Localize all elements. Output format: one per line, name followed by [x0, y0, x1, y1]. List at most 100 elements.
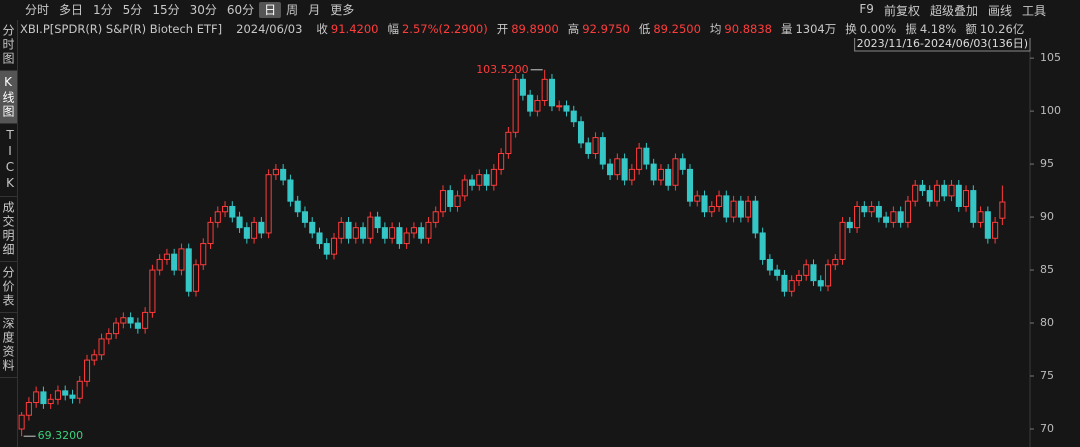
candle-body [977, 211, 984, 223]
candle-body [40, 391, 47, 405]
candle-body [69, 394, 76, 399]
candle-body [105, 333, 112, 340]
candle-body [447, 190, 454, 207]
candle-body [149, 269, 156, 313]
field-value: 4.18% [919, 22, 957, 36]
period-tab[interactable]: 周 [286, 3, 299, 17]
candle-body [98, 338, 105, 356]
side-tab[interactable]: 分价表 [0, 262, 17, 313]
candle-body [563, 105, 570, 112]
candle-body [410, 227, 417, 234]
tool-button[interactable]: 画线 [987, 3, 1012, 18]
y-tick-label: 95 [1040, 157, 1054, 170]
side-tab[interactable]: 分时图 [0, 20, 17, 71]
period-tab[interactable]: 更多 [330, 3, 355, 17]
candle-body [294, 200, 301, 213]
tool-button[interactable]: 超级叠加 [929, 3, 978, 18]
candle-body [861, 205, 868, 213]
candle-body [178, 248, 185, 271]
range-label: 2023/11/16-2024/06/03(136日) [857, 38, 1028, 50]
candle-body [519, 78, 526, 96]
period-tab[interactable]: 1分 [93, 3, 113, 17]
y-tick-label: 80 [1040, 316, 1054, 329]
candle-body [396, 227, 403, 245]
candle-body [214, 211, 221, 223]
tool-button[interactable]: 前复权 [883, 3, 920, 18]
candle-body [476, 174, 483, 186]
candle-body [418, 227, 425, 239]
candle-body [708, 205, 715, 213]
candle-body [963, 190, 970, 207]
candle-body [766, 258, 773, 271]
candle-body [999, 201, 1006, 219]
candle-body [469, 179, 476, 186]
toolbar: 分时 多日 1分 5分 15分 30分 60分日周月更多 F9 前复权 超级叠加 画线 工具 [0, 0, 1080, 20]
candle-body [425, 221, 432, 239]
candle-body [621, 158, 628, 181]
candle-body [25, 401, 32, 416]
candle-body [948, 184, 955, 197]
candle-body [498, 152, 505, 170]
tool-group: F9 前复权 超级叠加 画线 工具 [859, 2, 1046, 19]
candle-body [47, 398, 54, 405]
field-label: 均 [709, 22, 722, 36]
candle-body [679, 158, 686, 170]
y-tick-label: 100 [1040, 104, 1061, 117]
quote-header: XBI.P[SPDR(R) S&P(R) Biotech ETF] 2024/06… [0, 20, 1080, 38]
candle-body [323, 243, 330, 255]
candle-body [614, 158, 621, 176]
candle-body [156, 258, 163, 271]
y-tick-label: 90 [1040, 210, 1054, 223]
candle-body [752, 200, 759, 234]
tool-button[interactable]: F9 [859, 1, 874, 16]
candle-body [76, 380, 83, 399]
period-tab[interactable]: 30分 [189, 3, 217, 17]
candle-body [541, 78, 548, 102]
candle-body [970, 190, 977, 223]
period-tab[interactable]: 15分 [152, 3, 180, 17]
candle-body [955, 184, 962, 207]
candle-body [636, 147, 643, 170]
candle-body [883, 216, 890, 223]
candle-body [781, 274, 788, 292]
side-tab[interactable]: K线图 [0, 71, 17, 124]
candle-body [992, 221, 999, 239]
period-tab[interactable]: 5分 [122, 3, 143, 17]
field-value: 92.9750 [582, 22, 630, 36]
side-tab[interactable]: 深度资料 [0, 313, 17, 378]
period-tab[interactable]: 日 [259, 2, 282, 18]
candle-body [374, 216, 381, 229]
period-tab[interactable]: 分时 [25, 3, 50, 17]
candle-body [461, 179, 468, 197]
candle-body [803, 264, 810, 276]
period-tab[interactable]: 多日 [59, 3, 84, 17]
candle-body [701, 195, 708, 213]
y-tick-label: 70 [1040, 422, 1054, 435]
field-value: 89.8900 [511, 22, 559, 36]
candle-body [984, 211, 991, 239]
candle-body [113, 322, 120, 335]
period-tab[interactable]: 60分 [226, 3, 255, 17]
candle-body [360, 227, 367, 239]
candle-body [730, 200, 737, 218]
candle-body [439, 190, 447, 213]
side-tab[interactable]: TICK [0, 124, 17, 197]
candle-body [643, 147, 650, 165]
candle-body [192, 264, 200, 292]
candle-body [432, 211, 439, 223]
date: 2024/06/03 [236, 22, 303, 36]
candle-body [890, 211, 897, 223]
candle-body [527, 94, 534, 112]
candle-body [18, 414, 25, 430]
candle-body [505, 131, 512, 154]
candle-body [345, 221, 352, 239]
side-tab[interactable]: 成交明细 [0, 197, 17, 262]
period-tab[interactable]: 月 [308, 3, 321, 17]
candle-body [287, 179, 294, 202]
candle-body [912, 184, 919, 202]
tool-button[interactable]: 工具 [1021, 3, 1046, 18]
candle-body [251, 221, 258, 239]
y-tick-label: 105 [1040, 51, 1061, 64]
field-label: 开 [496, 22, 509, 36]
